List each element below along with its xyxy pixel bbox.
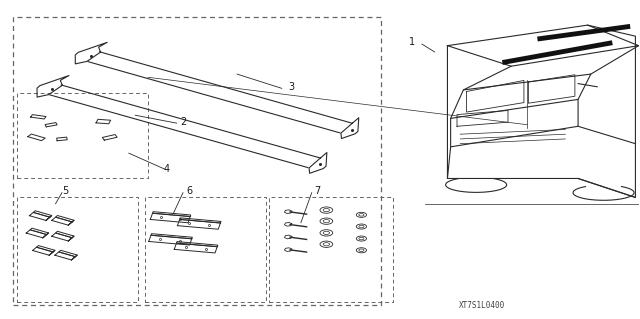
- Text: 1: 1: [410, 38, 415, 48]
- Bar: [269, 197, 394, 302]
- Text: 7: 7: [314, 186, 320, 196]
- Text: 2: 2: [180, 116, 186, 127]
- Bar: [145, 197, 266, 302]
- Text: 3: 3: [288, 82, 294, 92]
- Text: 5: 5: [62, 186, 68, 196]
- Bar: [17, 93, 148, 178]
- Text: 4: 4: [164, 164, 170, 174]
- Bar: [17, 197, 138, 302]
- Text: 6: 6: [186, 186, 193, 196]
- Text: XT7S1L0400: XT7S1L0400: [460, 301, 506, 310]
- Bar: [13, 17, 381, 305]
